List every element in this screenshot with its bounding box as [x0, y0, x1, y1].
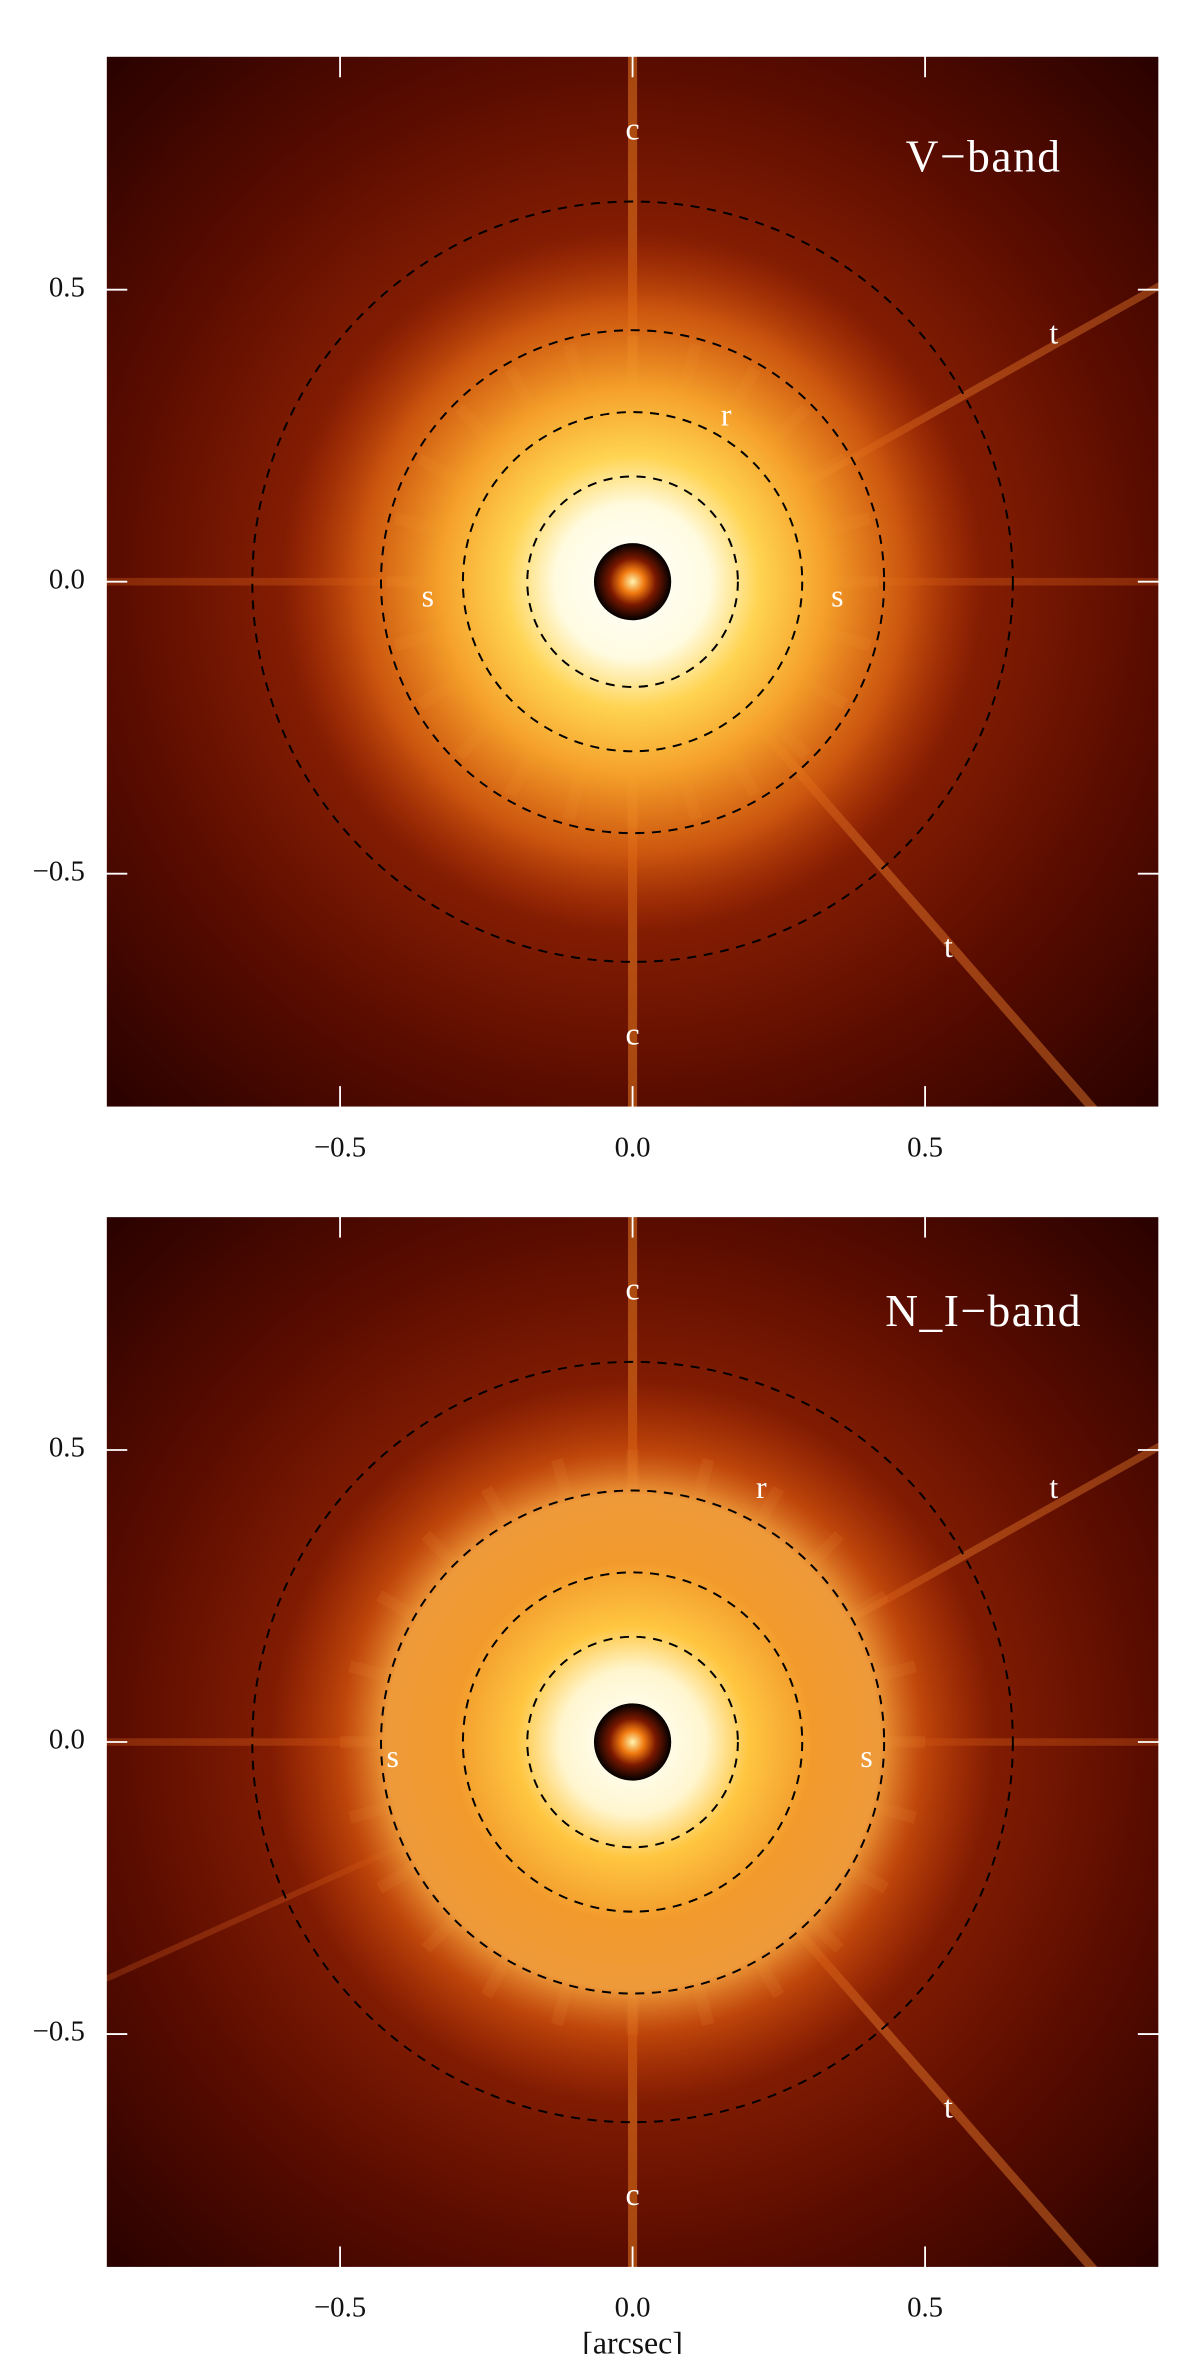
- annotation: c: [626, 111, 640, 146]
- annotation: t: [1049, 1470, 1058, 1505]
- ring: [251, 1360, 1014, 2124]
- x-tick-label: 0.5: [907, 2292, 943, 2324]
- annotation: c: [626, 1272, 640, 1307]
- ring: [461, 1571, 804, 1913]
- ring: [526, 1635, 739, 1849]
- annotation: s: [387, 1739, 399, 1774]
- x-tick-label: −0.5: [314, 2292, 366, 2324]
- x-tick-label: −0.5: [314, 1131, 366, 1163]
- annotation: s: [831, 579, 843, 614]
- x-tick-label: 0.0: [615, 1131, 651, 1163]
- ring: [380, 329, 886, 835]
- annotation: t: [944, 2089, 953, 2124]
- y-tick-label: 0.5: [49, 1432, 85, 1464]
- annotation: s: [860, 1739, 872, 1774]
- annotation: s: [422, 579, 434, 614]
- image: [106, 1216, 1160, 2268]
- band-label: N_I−band: [885, 1286, 1082, 1336]
- y-tick-label: 0.0: [49, 1724, 85, 1756]
- ring: [380, 1489, 886, 1995]
- y-tick-label: 0.5: [49, 271, 85, 303]
- ring: [526, 475, 739, 688]
- annotation: c: [626, 1017, 640, 1052]
- annotation: t: [1049, 316, 1058, 351]
- annotation: r: [721, 397, 732, 432]
- panel: V−band c c r s s t t −0.5 0.0 0.5 −0.5 0.0 0.5: [33, 55, 1160, 1163]
- x-axis-label: [arcsec]: [582, 2326, 683, 2354]
- ring: [461, 411, 804, 753]
- annotation: t: [944, 929, 953, 964]
- image: [106, 56, 1160, 1108]
- y-tick-label: 0.0: [49, 563, 85, 595]
- y-tick-label: −0.5: [33, 2016, 85, 2048]
- ring: [251, 200, 1014, 963]
- mask: [593, 543, 672, 621]
- band-label: V−band: [906, 132, 1062, 182]
- y-tick-label: −0.5: [33, 855, 85, 887]
- annotation: c: [626, 2177, 640, 2212]
- x-tick-label: 0.0: [615, 2292, 651, 2324]
- annotation: r: [756, 1470, 767, 1505]
- x-tick-label: 0.5: [907, 1131, 943, 1163]
- mask: [593, 1703, 672, 1781]
